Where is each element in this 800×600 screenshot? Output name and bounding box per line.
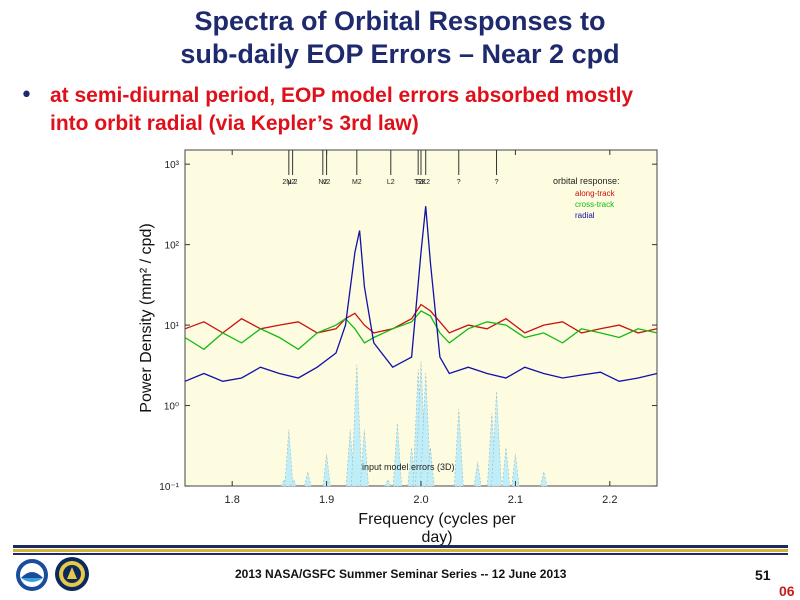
title-line-1: Spectra of Orbital Responses to [194,6,606,36]
y-tick-label: 10³ [165,160,180,171]
bullet-line-2: into orbit radial (via Kepler’s 3rd law) [50,112,419,135]
footer-divider-top [13,545,788,548]
input-error-spike [453,409,464,487]
input-error-spike [359,429,369,487]
tide-label: 2N2 [282,179,295,186]
noaa-logo [16,559,48,591]
tide-label: N2 [318,179,327,186]
series-cross-track-line [184,310,658,351]
footer-divider-gold [13,549,788,552]
x-tick-label: 1.8 [225,494,240,506]
tide-label: T2 [414,179,422,186]
tide-label: ? [495,179,499,186]
bullet-text: at semi-diurnal period, EOP model errors… [50,82,770,138]
slide-title: Spectra of Orbital Responses to sub-dail… [0,5,800,71]
input-error-spike [289,478,298,487]
input-error-spike [284,429,294,487]
series-radial-line [184,206,658,382]
bullet-icon: • [20,83,33,108]
page-number: 51 [755,567,771,583]
ngs-logo [55,557,89,591]
tide-label: K2 [421,179,430,186]
y-tick-label: 10⁰ [164,402,179,413]
legend-entry-along-track: along-track [575,189,616,198]
y-tick-label: 10¹ [165,321,180,332]
input-error-spike [491,391,502,487]
x-tick-label: 1.9 [319,494,334,506]
input-error-spike [304,471,312,487]
input-error-spike [540,471,548,487]
footer-text: 2013 NASA/GSFC Summer Seminar Series -- … [235,567,567,581]
x-tick-label: 2.2 [602,494,617,506]
legend-entry-cross-track: cross-track [575,200,615,209]
page-suffix: 06 [779,583,795,599]
legend-entry-radial: radial [575,211,595,220]
x-tick-label: 2.1 [508,494,523,506]
y-tick-label: 10⁻¹ [159,482,179,493]
input-error-spike [420,373,432,487]
input-model-errors-label: input model errors (3D) [362,462,455,472]
title-line-2: sub-daily EOP Errors – Near 2 cpd [180,39,620,69]
tide-label: L2 [387,179,395,186]
input-error-spike [384,478,392,487]
y-tick-label: 10² [165,241,180,252]
x-tick-label: 2.0 [413,494,428,506]
tide-label: ν2 [323,179,331,186]
tide-label: S2 [417,179,426,186]
input-error-spike [351,364,363,487]
input-error-spike [473,461,482,487]
input-error-spike [392,423,402,487]
tide-label: M2 [352,179,362,186]
input-error-spike [501,447,511,487]
x-axis-label-line-2: day) [421,529,452,546]
footer-divider-bottom [13,553,788,555]
legend-title: orbital response: [553,176,620,186]
input-error-spike [426,447,435,487]
tide-label: μ 2 [288,179,298,186]
x-axis-label-line-1: Frequency (cycles per [358,511,516,528]
y-axis-label: Power Density (mm² / cpd) [138,223,155,412]
bullet-line-1: at semi-diurnal period, EOP model errors… [50,84,634,107]
tide-label: ? [457,179,461,186]
